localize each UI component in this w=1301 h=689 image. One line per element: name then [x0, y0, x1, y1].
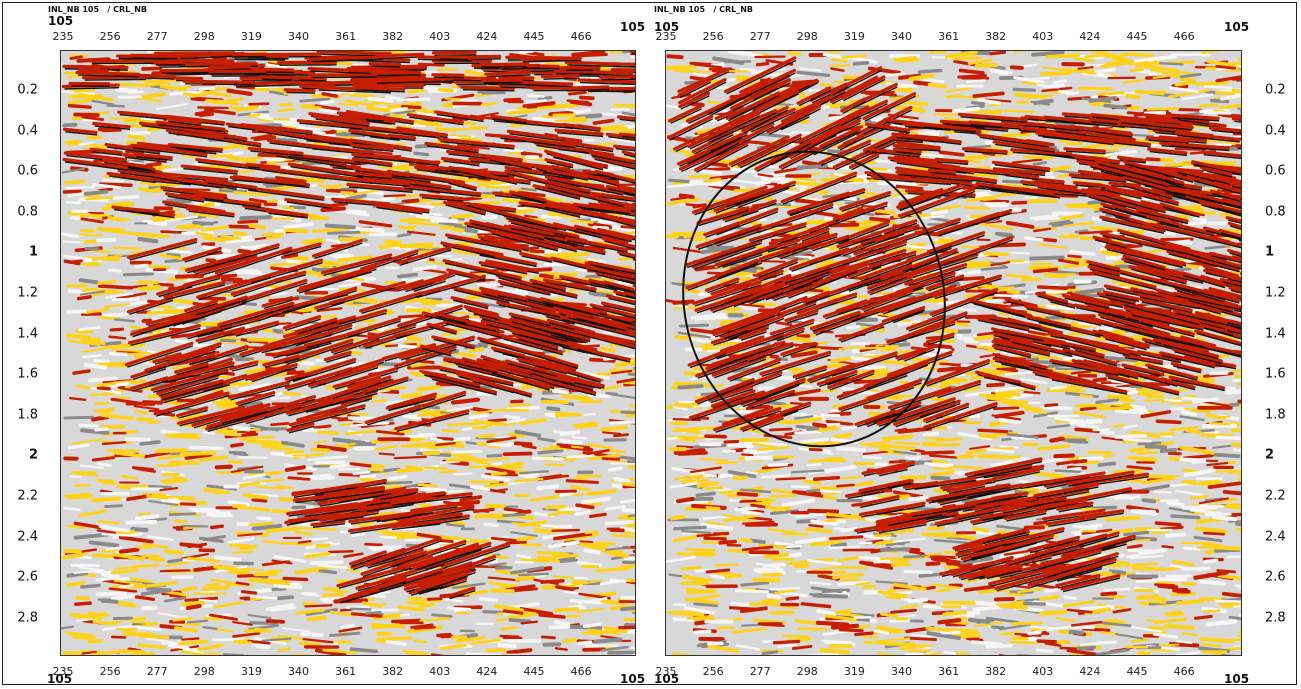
right-seismic-image [666, 51, 1241, 655]
x-tick-label: 466 [1173, 665, 1195, 678]
x-tick-label: 340 [288, 665, 309, 678]
time-tick-label: 2.8 [17, 610, 38, 626]
x-tick-label: 256 [702, 30, 724, 43]
x-tick-label: 403 [429, 30, 451, 43]
time-tick-label: 2.8 [1265, 610, 1286, 626]
x-tick-label: 340 [288, 30, 309, 43]
x-tick-label: 382 [382, 665, 404, 678]
x-tick-label: 424 [476, 665, 498, 678]
time-tick-label: 2.6 [1265, 569, 1286, 585]
x-tick-label: 361 [938, 30, 960, 43]
x-tick-label: 445 [1126, 30, 1148, 43]
x-tick-label: 298 [193, 665, 215, 678]
time-tick-label: 0.2 [1265, 82, 1286, 98]
time-tick-label: 2.6 [17, 569, 38, 585]
right-corner-bottom-right: 105 [1224, 672, 1250, 686]
x-tick-label: 382 [382, 30, 404, 43]
x-tick-label: 466 [570, 665, 592, 678]
time-tick-label: 1.2 [1265, 285, 1286, 301]
time-tick-label: 1.6 [17, 366, 38, 382]
reflector-texture [666, 51, 1241, 655]
time-tick-label: 0.6 [17, 163, 38, 179]
x-tick-label: 445 [1126, 665, 1148, 678]
time-tick-label: 1.8 [17, 407, 38, 423]
x-tick-label: 277 [146, 665, 168, 678]
x-tick-label: 445 [523, 665, 545, 678]
x-tick-label: 361 [335, 30, 357, 43]
right-seismic-section [665, 50, 1242, 656]
highlight-ellipse [682, 150, 946, 448]
time-tick-label: 1.6 [1265, 366, 1286, 382]
x-tick-label: 319 [843, 30, 865, 43]
x-tick-label: 466 [570, 30, 592, 43]
time-tick-label: 0.4 [1265, 123, 1286, 139]
x-tick-label: 277 [749, 30, 771, 43]
x-tick-label: 382 [985, 30, 1007, 43]
time-tick-label: 1.2 [17, 285, 38, 301]
x-tick-label: 235 [655, 30, 677, 43]
x-tick-label: 403 [1032, 665, 1054, 678]
x-tick-label: 235 [52, 665, 74, 678]
right-panel-header: INL_NB 105 / CRL_NB [654, 5, 754, 14]
x-tick-label: 256 [99, 30, 121, 43]
x-tick-label: 361 [938, 665, 960, 678]
x-tick-label: 403 [1032, 30, 1054, 43]
x-tick-label: 466 [1173, 30, 1195, 43]
x-tick-label: 382 [985, 665, 1007, 678]
time-tick-label: 0.8 [17, 204, 38, 220]
x-tick-label: 277 [749, 665, 771, 678]
time-tick-label: 2.4 [17, 529, 38, 545]
x-tick-label: 340 [891, 30, 912, 43]
x-tick-label: 298 [796, 30, 818, 43]
right-corner-top-right: 105 [1224, 20, 1250, 34]
left-seismic-image [61, 51, 635, 655]
x-tick-label: 235 [52, 30, 74, 43]
left-corner-bottom-right: 105 [620, 672, 646, 686]
x-tick-label: 445 [523, 30, 545, 43]
x-tick-label: 277 [146, 30, 168, 43]
time-tick-label: 1 [28, 244, 38, 260]
reflector-texture [61, 51, 635, 655]
x-tick-label: 256 [702, 665, 724, 678]
x-tick-label: 319 [240, 665, 262, 678]
time-tick-label: 2.2 [1265, 488, 1286, 504]
time-tick-label: 1.8 [1265, 407, 1286, 423]
time-tick-label: 0.6 [1265, 163, 1286, 179]
x-tick-label: 235 [655, 665, 677, 678]
x-tick-label: 361 [335, 665, 357, 678]
x-tick-label: 403 [429, 665, 451, 678]
x-tick-label: 298 [796, 665, 818, 678]
time-tick-label: 2.2 [17, 488, 38, 504]
time-tick-label: 0.8 [1265, 204, 1286, 220]
right-corner-bottom-left: 105 [654, 672, 680, 686]
time-tick-label: 0.2 [17, 82, 38, 98]
time-tick-label: 2.4 [1265, 529, 1286, 545]
left-corner-top-right: 105 [620, 20, 646, 34]
time-tick-label: 1.4 [17, 326, 38, 342]
x-tick-label: 424 [1079, 30, 1101, 43]
x-tick-label: 298 [193, 30, 215, 43]
x-tick-label: 424 [476, 30, 498, 43]
time-tick-label: 0.4 [17, 123, 38, 139]
left-corner-bottom-left: 105 [47, 672, 73, 686]
left-panel-header: INL_NB 105 / CRL_NB [48, 5, 148, 14]
x-tick-label: 319 [843, 665, 865, 678]
x-tick-label: 319 [240, 30, 262, 43]
x-tick-label: 424 [1079, 665, 1101, 678]
right-corner-top-left: 105 [654, 20, 680, 34]
time-tick-label: 1 [1265, 244, 1275, 260]
time-tick-label: 1.4 [1265, 326, 1286, 342]
time-tick-label: 2 [1265, 447, 1275, 463]
left-seismic-section [60, 50, 636, 656]
x-tick-label: 256 [99, 665, 121, 678]
x-tick-label: 340 [891, 665, 912, 678]
time-tick-label: 2 [28, 447, 38, 463]
left-corner-top-left: 105 [48, 14, 74, 28]
